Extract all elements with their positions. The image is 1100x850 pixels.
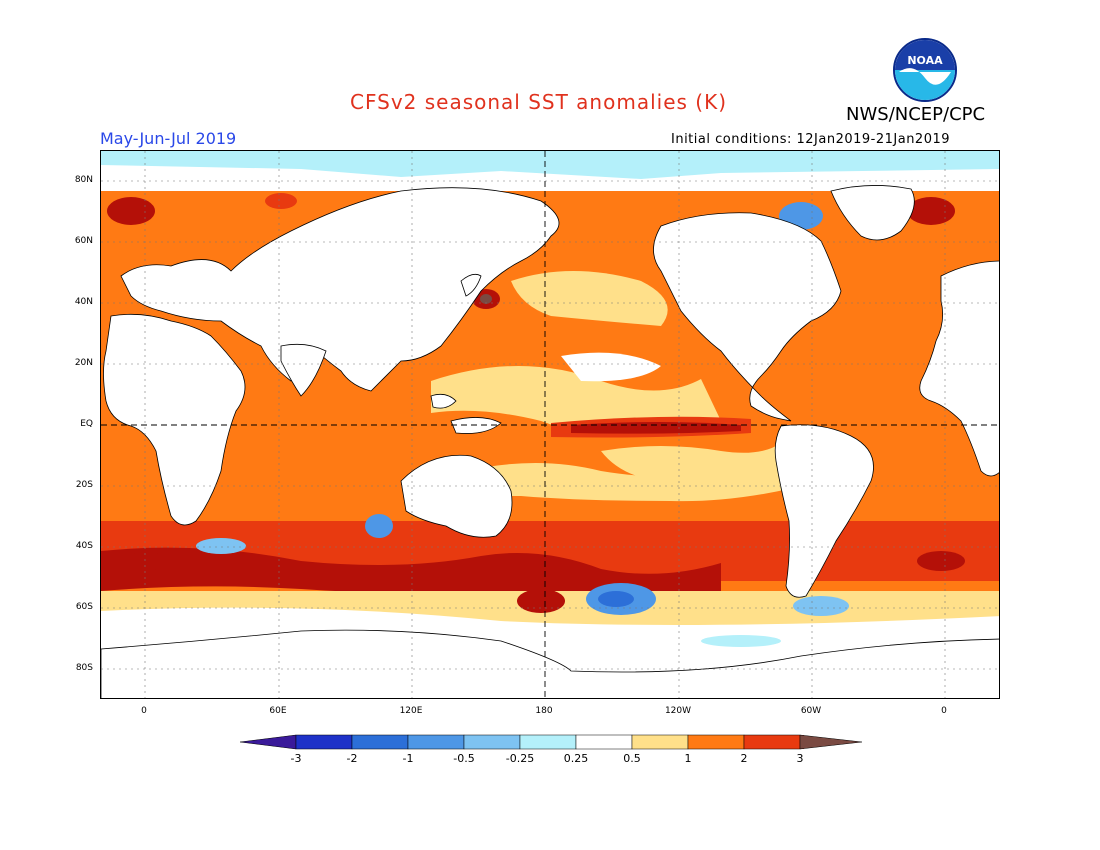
- lat-label-80n: 80N: [74, 175, 93, 185]
- noaa-logo: NOAA: [893, 38, 957, 102]
- graticule: [101, 151, 999, 698]
- initial-conditions-label: Initial conditions: 12Jan2019-21Jan2019: [671, 132, 951, 147]
- colorbar: [239, 734, 863, 750]
- colorbar-label: 3: [796, 752, 804, 765]
- colorbar-label: -3: [290, 752, 302, 765]
- lon-label-60e: 60E: [269, 706, 287, 716]
- colorbar-label: -0.25: [505, 752, 535, 765]
- lon-label-120w: 120W: [664, 706, 692, 716]
- colorbar-label: 1: [684, 752, 692, 765]
- colorbar-label: -2: [346, 752, 358, 765]
- agency-label: NWS/NCEP/CPC: [846, 104, 986, 125]
- lat-label-20s: 20S: [75, 480, 93, 490]
- lon-label-60w: 60W: [800, 706, 822, 716]
- season-label: May-Jun-Jul 2019: [100, 129, 237, 148]
- lon-label-0-east: 0: [941, 706, 947, 716]
- lat-label-40n: 40N: [74, 297, 93, 307]
- colorbar-high-arrow: [799, 734, 863, 750]
- lat-label-60n: 60N: [74, 236, 93, 246]
- land-masses: [101, 185, 999, 698]
- colorbar-label: 2: [740, 752, 748, 765]
- lon-label-120e: 120E: [399, 706, 423, 716]
- lat-label-20n: 20N: [74, 358, 93, 368]
- logo-text: NOAA: [907, 54, 943, 67]
- colorbar-low-arrow: [239, 734, 297, 750]
- lon-label-0: 0: [141, 706, 147, 716]
- colorbar-label: -0.5: [453, 752, 475, 765]
- lon-label-180: 180: [535, 706, 553, 716]
- lat-label-eq: EQ: [80, 419, 93, 429]
- colorbar-label: -1: [402, 752, 414, 765]
- lat-label-60s: 60S: [75, 602, 93, 612]
- equator-dateline: [101, 151, 999, 698]
- sst-anomaly-map: [100, 150, 1000, 699]
- map-title: CFSv2 seasonal SST anomalies (K): [350, 90, 727, 114]
- colorbar-label: 0.25: [563, 752, 589, 765]
- lat-label-40s: 40S: [75, 541, 93, 551]
- colorbar-label: 0.5: [623, 752, 641, 765]
- lat-label-80s: 80S: [75, 663, 93, 673]
